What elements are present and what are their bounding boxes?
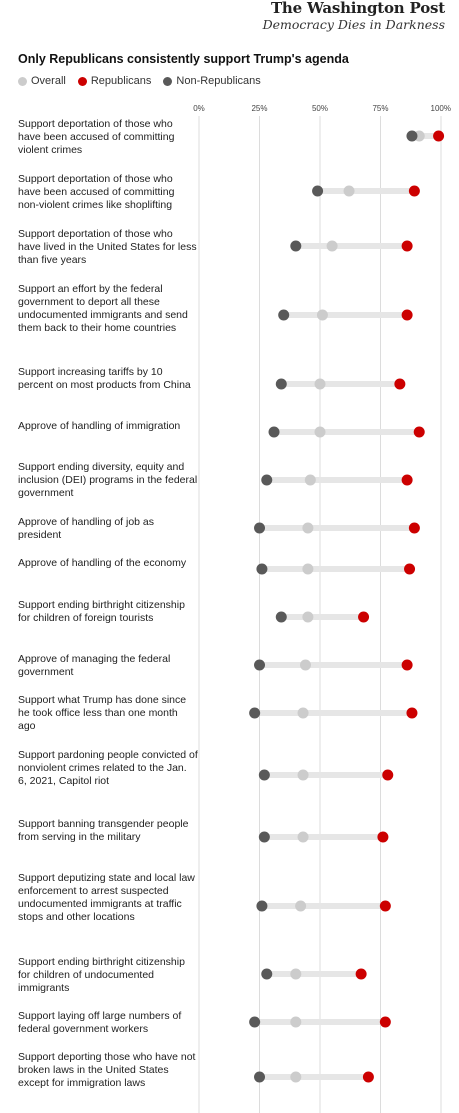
legend-label-republicans: Republicans bbox=[90, 75, 152, 87]
dot-overall bbox=[302, 611, 314, 623]
question-label: Support an effort by the federal governm… bbox=[18, 283, 188, 334]
question-label: Support pardoning people convicted of no… bbox=[18, 749, 198, 787]
dot-non-republicans bbox=[312, 185, 324, 197]
legend-label-overall: Overall bbox=[31, 75, 66, 87]
dot-overall bbox=[314, 378, 326, 390]
dot-overall bbox=[297, 707, 309, 719]
question-label: Support deportation of those who have li… bbox=[18, 228, 197, 266]
dot-republicans bbox=[401, 474, 413, 486]
dot-overall bbox=[290, 1071, 302, 1083]
dot-overall bbox=[316, 309, 328, 321]
dot-non-republicans bbox=[254, 522, 265, 534]
dot-overall bbox=[314, 426, 326, 438]
dot-republicans bbox=[401, 659, 413, 671]
question-label: Support ending diversity, equity and inc… bbox=[18, 461, 198, 499]
question-label: Approve of handling of immigration bbox=[18, 420, 181, 432]
chart-legend: Overall Republicans Non-Republicans bbox=[18, 75, 273, 87]
dot-republicans bbox=[401, 309, 413, 321]
x-tick-label-100: 100% bbox=[431, 104, 451, 113]
question-label: Support deporting those who have not bro… bbox=[18, 1051, 196, 1089]
dot-non-republicans bbox=[278, 309, 290, 321]
dot-republicans bbox=[408, 522, 420, 534]
question-label: Support deportation of those who have be… bbox=[18, 118, 175, 156]
dot-overall bbox=[343, 185, 355, 197]
legend-swatch-overall bbox=[18, 76, 27, 86]
dot-republicans bbox=[382, 769, 394, 781]
dot-republicans bbox=[355, 968, 367, 980]
legend-item-republicans: Republicans bbox=[77, 75, 152, 87]
publication-motto: Democracy Dies in Darkness bbox=[262, 17, 445, 32]
dot-overall bbox=[290, 1016, 302, 1028]
dot-non-republicans bbox=[406, 130, 418, 142]
dot-republicans bbox=[404, 563, 416, 575]
dot-non-republicans bbox=[275, 378, 287, 390]
dot-non-republicans bbox=[249, 707, 261, 719]
x-tick-label-25: 25% bbox=[251, 104, 267, 113]
dot-non-republicans bbox=[254, 659, 265, 671]
question-label: Approve of handling of job as president bbox=[18, 516, 155, 541]
question-label: Support deportation of those who have be… bbox=[18, 173, 175, 211]
dot-republicans bbox=[413, 426, 425, 438]
dot-republicans bbox=[401, 240, 413, 252]
dot-republicans bbox=[377, 831, 389, 843]
x-tick-label-75: 75% bbox=[372, 104, 388, 113]
x-tick-label-0: 0% bbox=[193, 104, 205, 113]
question-label: Support ending birthright citizenship fo… bbox=[18, 599, 185, 624]
dot-overall bbox=[297, 769, 309, 781]
dot-overall bbox=[304, 474, 316, 486]
dot-republicans bbox=[406, 707, 418, 719]
dot-republicans bbox=[433, 130, 445, 142]
dot-non-republicans bbox=[256, 900, 268, 912]
dot-non-republicans bbox=[290, 240, 302, 252]
legend-item-overall: Overall bbox=[18, 75, 66, 87]
legend-item-non-republicans: Non-Republicans bbox=[163, 75, 261, 87]
dot-non-republicans bbox=[249, 1016, 261, 1028]
dot-non-republicans bbox=[258, 831, 270, 843]
question-label: Support banning transgender people from … bbox=[18, 818, 189, 843]
dot-non-republicans bbox=[254, 1071, 265, 1083]
dot-overall bbox=[290, 968, 302, 980]
dot-overall bbox=[302, 522, 314, 534]
dot-non-republicans bbox=[268, 426, 280, 438]
dot-overall bbox=[295, 900, 307, 912]
question-label: Support laying off large numbers of fede… bbox=[18, 1010, 182, 1035]
dot-non-republicans bbox=[256, 563, 268, 575]
question-label: Support what Trump has done since he too… bbox=[18, 694, 187, 732]
masthead: The Washington Post Democracy Dies in Da… bbox=[262, 0, 446, 32]
x-tick-label-50: 50% bbox=[312, 104, 328, 113]
dot-republicans bbox=[408, 185, 420, 197]
dot-republicans bbox=[362, 1071, 374, 1083]
dot-republicans bbox=[379, 1016, 391, 1028]
legend-swatch-republicans bbox=[77, 76, 87, 86]
dot-republicans bbox=[394, 378, 406, 390]
dot-non-republicans bbox=[275, 611, 287, 623]
dot-non-republicans bbox=[258, 769, 270, 781]
dot-non-republicans bbox=[261, 474, 273, 486]
dot-republicans bbox=[358, 611, 370, 623]
question-label: Support deputizing state and local law e… bbox=[18, 872, 195, 923]
publication-name: The Washington Post bbox=[270, 0, 445, 17]
legend-swatch-non-republicans bbox=[163, 76, 173, 86]
question-label: Approve of managing the federal governme… bbox=[18, 653, 171, 678]
dot-overall bbox=[302, 563, 314, 575]
dot-overall bbox=[326, 240, 338, 252]
legend-label-non-republicans: Non-Republicans bbox=[176, 75, 261, 87]
question-label: Support increasing tariffs by 10 percent… bbox=[18, 366, 191, 391]
question-label: Approve of handling of the economy bbox=[18, 557, 187, 569]
dot-republicans bbox=[379, 900, 391, 912]
question-label: Support ending birthright citizenship fo… bbox=[18, 956, 185, 994]
chart-title: Only Republicans consistently support Tr… bbox=[18, 52, 349, 66]
dot-overall bbox=[297, 831, 309, 843]
dot-non-republicans bbox=[261, 968, 273, 980]
dot-overall bbox=[299, 659, 311, 671]
